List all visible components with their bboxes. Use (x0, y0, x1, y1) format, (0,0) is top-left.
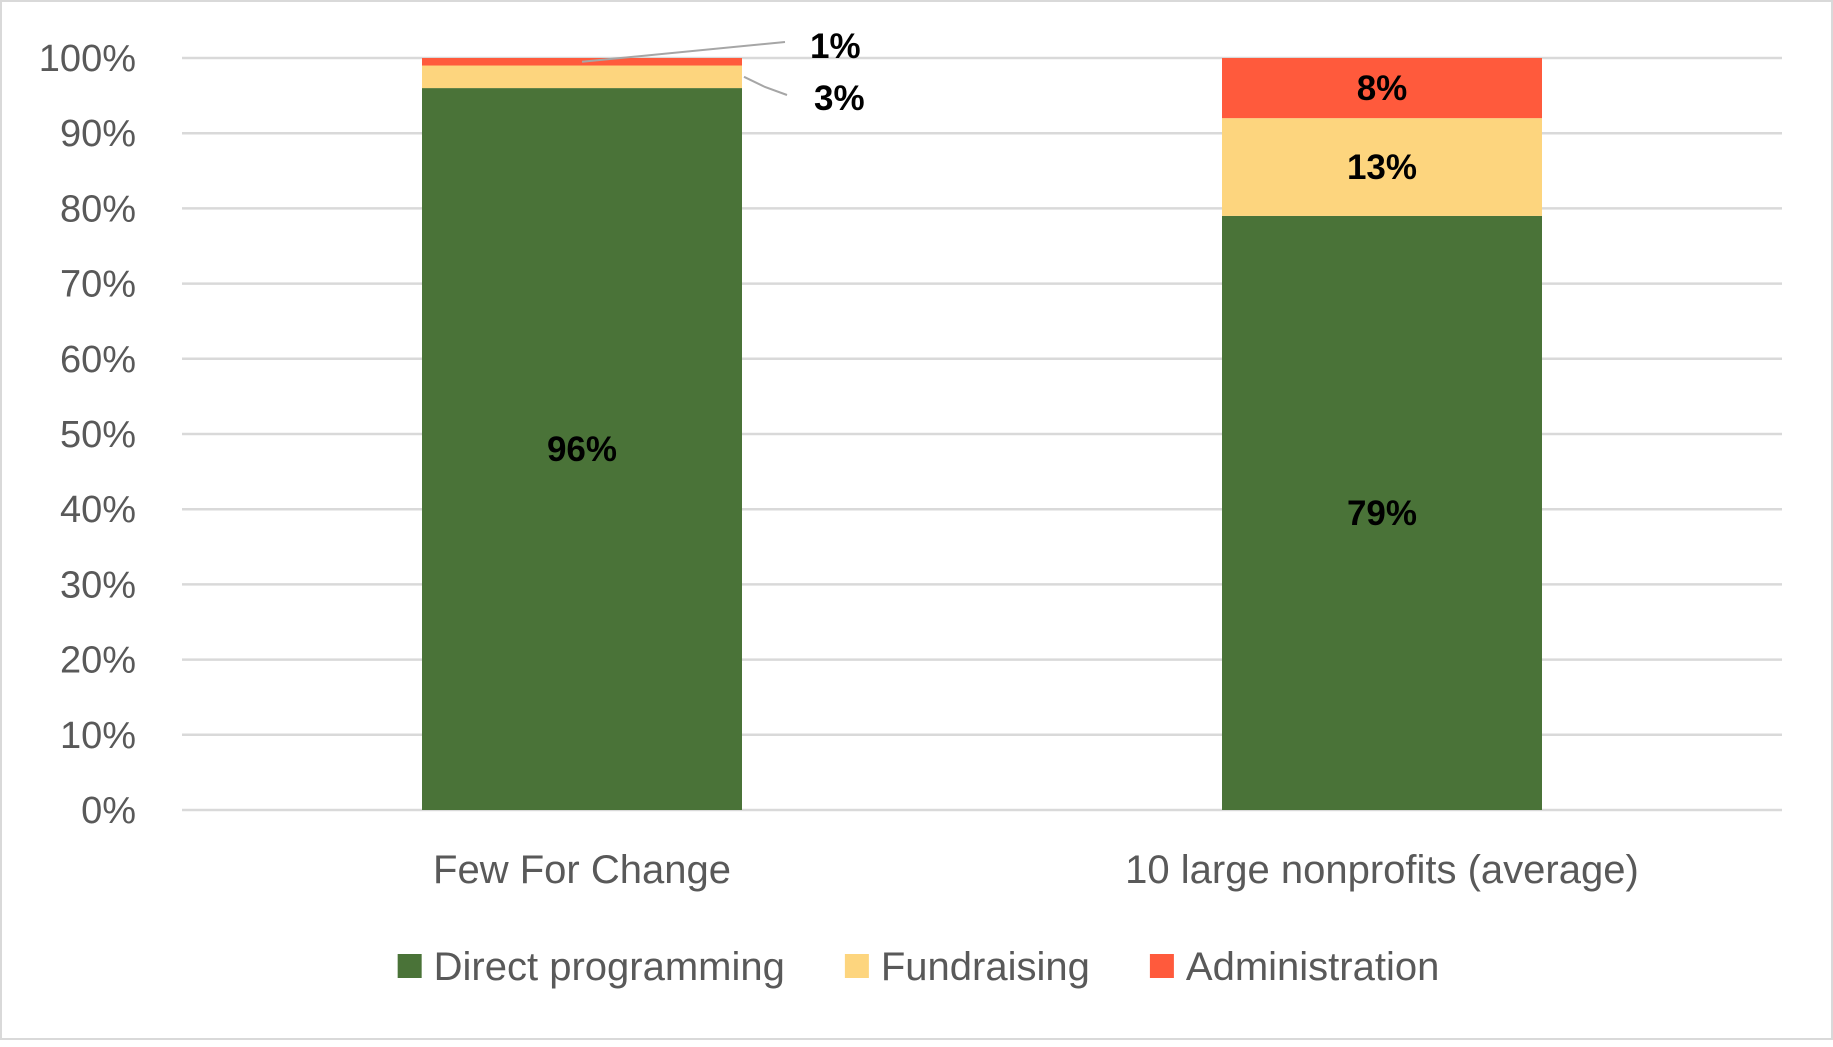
legend-label: Direct programming (434, 945, 785, 989)
y-tick-label: 70% (60, 264, 136, 306)
data-label-fundraising-few-for-change: 3% (814, 79, 865, 118)
y-axis-ticks: 0% 10% 20% 30% 40% 50% 60% 70% 80% 90% 100% (39, 38, 136, 832)
legend-item-direct-programming: Direct programming (397, 945, 785, 989)
y-tick-label: 30% (60, 564, 136, 606)
bars (422, 58, 1542, 811)
legend-item-administration: Administration (1149, 945, 1439, 989)
data-label-fundraising-10-large-nonprofits-average: 13% (1347, 148, 1417, 187)
bar-fundraising-few-for-change (422, 65, 742, 89)
y-tick-label: 50% (60, 414, 136, 456)
legend-swatch (397, 954, 422, 978)
y-tick-label: 60% (60, 339, 136, 381)
data-label-direct-programming-few-for-change: 96% (547, 430, 617, 469)
bar-direct-programming-few-for-change (422, 88, 742, 810)
legend-label: Fundraising (881, 945, 1090, 989)
bar-administration-10-large-nonprofits-average (1222, 58, 1542, 119)
y-tick-label: 40% (60, 489, 136, 531)
leader-line (743, 75, 788, 96)
y-tick-label: 100% (39, 38, 136, 80)
legend-swatch (844, 954, 869, 978)
y-tick-label: 20% (60, 640, 136, 682)
data-labels: 96% 3% 1% 79% 13% 8% (547, 27, 1417, 533)
y-tick-label: 0% (81, 790, 136, 832)
legend-label: Administration (1186, 945, 1439, 989)
legend-item-fundraising: Fundraising (844, 945, 1090, 989)
x-category-label: 10 large nonprofits (average) (1125, 848, 1639, 892)
y-tick-label: 90% (60, 113, 136, 155)
legend-swatch (1149, 954, 1174, 978)
x-axis-categories: Few For Change 10 large nonprofits (avera… (433, 848, 1639, 892)
data-label-administration-few-for-change: 1% (810, 27, 861, 66)
bar-direct-programming-10-large-nonprofits-average (1222, 215, 1542, 811)
x-category-label: Few For Change (433, 848, 731, 892)
data-label-administration-10-large-nonprofits-average: 8% (1357, 69, 1408, 108)
y-tick-label: 10% (60, 715, 136, 757)
data-label-direct-programming-10-large-nonprofits-average: 79% (1347, 494, 1417, 533)
bar-administration-few-for-change (422, 58, 742, 66)
legend: Direct programming Fundraising Administrat… (397, 945, 1439, 989)
leader-line (581, 41, 786, 63)
y-tick-label: 80% (60, 188, 136, 230)
bar-fundraising-10-large-nonprofits-average (1222, 118, 1542, 216)
